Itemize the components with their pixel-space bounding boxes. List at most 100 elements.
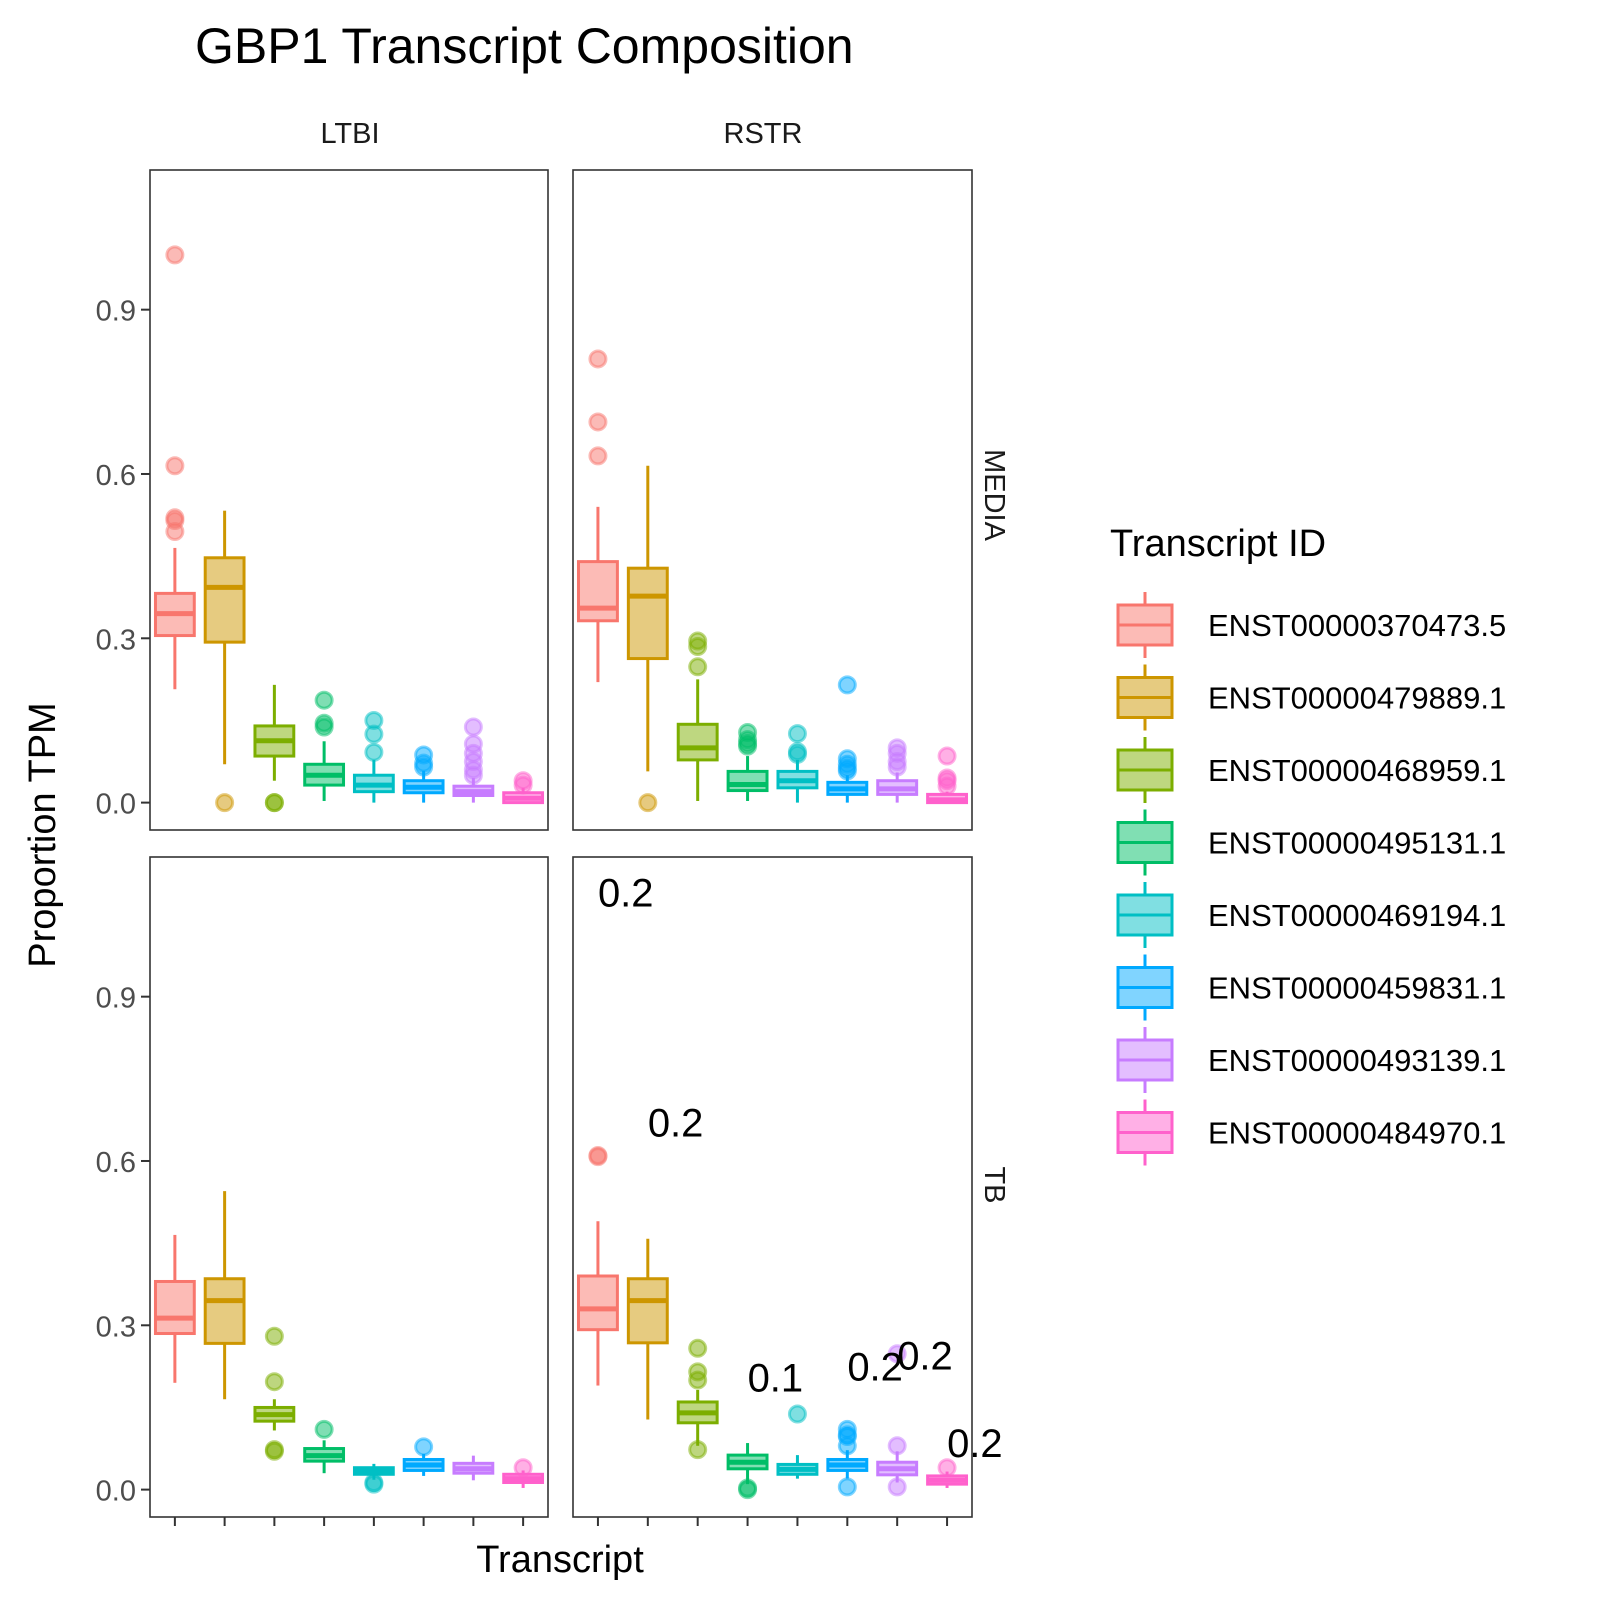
box-5 (776, 1404, 819, 1479)
box-body (203, 1277, 246, 1345)
outlier-point (215, 793, 235, 813)
outlier-point (264, 1441, 284, 1461)
box-3 (253, 1326, 296, 1461)
box-8 (502, 1458, 545, 1488)
legend-label: ENST00000370473.5 (1208, 608, 1506, 643)
y-tick-label: 0.3 (96, 624, 136, 656)
facet-label-rstr: RSTR (724, 118, 803, 150)
annotation-label: 0.2 (947, 1422, 1003, 1466)
outlier-point (688, 1370, 708, 1390)
box-3 (676, 1338, 719, 1460)
box-1 (153, 1234, 196, 1383)
panels-layer: 0.00.30.60.90.00.30.60.90.20.20.1 0.20.20… (96, 169, 1003, 1526)
outlier-point (688, 1338, 708, 1358)
legend-item: ENST00000469194.1 (1116, 882, 1506, 948)
box-5 (776, 724, 819, 803)
outlier-point (513, 775, 533, 795)
chart-title: GBP1 Transcript Composition (195, 18, 854, 74)
annotation-label: 0.1 (748, 1356, 804, 1400)
outlier-point (463, 717, 483, 737)
outlier-point (588, 412, 608, 432)
outlier-point (937, 1458, 957, 1478)
facet-label-tb: TB (978, 1166, 1010, 1203)
box-1 (576, 349, 619, 683)
legend-item: ENST00000493139.1 (1116, 1027, 1506, 1093)
outlier-point (314, 1419, 334, 1439)
outlier-point (738, 736, 758, 756)
outlier-point (264, 793, 284, 813)
outlier-point (165, 521, 185, 541)
panel-border (572, 856, 973, 1518)
panel-border (149, 169, 549, 831)
box-7 (876, 1344, 919, 1497)
annotation-label: 0.2 (847, 1345, 903, 1389)
box-6 (826, 675, 869, 803)
box-body (576, 560, 619, 623)
box-5 (352, 1463, 395, 1494)
box-6 (826, 1419, 869, 1497)
box-1 (576, 1146, 619, 1386)
legend-label: ENST00000469194.1 (1208, 898, 1506, 933)
y-tick-label: 0.9 (96, 983, 136, 1015)
outlier-point (837, 1477, 857, 1497)
legend: Transcript ID ENST00000370473.5ENST00000… (1110, 523, 1506, 1166)
outlier-point (314, 717, 334, 737)
box-body (203, 556, 246, 644)
y-tick-label: 0.3 (96, 1311, 136, 1343)
box-2 (626, 465, 669, 813)
outlier-point (887, 1344, 907, 1364)
facet-label-media: MEDIA (978, 449, 1010, 542)
box-body (726, 769, 769, 793)
legend-item: ENST00000468959.1 (1116, 737, 1506, 803)
panel-border (572, 169, 973, 831)
outlier-point (837, 675, 857, 695)
legend-item: ENST00000495131.1 (1116, 809, 1506, 876)
legend-label: ENST00000459831.1 (1208, 971, 1506, 1006)
panel-rstr-media (572, 169, 973, 831)
box-body (576, 1274, 619, 1332)
outlier-point (787, 744, 807, 764)
box-2 (203, 510, 246, 813)
legend-title: Transcript ID (1110, 523, 1326, 565)
box-6 (402, 745, 445, 803)
panel-rstr-tb: 0.20.20.1 0.20.20.2 (572, 856, 1003, 1526)
box-body (626, 1277, 669, 1345)
y-tick-label: 0.6 (96, 1147, 136, 1179)
outlier-point (638, 793, 658, 813)
box-6 (402, 1437, 445, 1476)
box-3 (676, 631, 719, 801)
box-7 (452, 717, 495, 803)
box-body (676, 722, 719, 762)
outlier-point (414, 1437, 434, 1457)
outlier-point (688, 637, 708, 657)
panel-ltbi-media: 0.0 0.3 0.6 0.9 (96, 169, 549, 831)
panel-border (149, 856, 549, 1518)
box-2 (203, 1191, 246, 1400)
box-4 (303, 1419, 346, 1474)
legend-label: ENST00000479889.1 (1208, 681, 1506, 716)
outlier-point (414, 757, 434, 777)
legend-entries: ENST00000370473.5 ENST00000479889.1 ENST00… (1116, 592, 1506, 1166)
annotation-label: 0.2 (598, 872, 654, 916)
outlier-point (887, 1477, 907, 1497)
outlier-point (364, 1474, 384, 1494)
box-2 (626, 1238, 669, 1420)
legend-item: ENST00000459831.1 (1116, 954, 1506, 1021)
box-body (626, 566, 669, 661)
outlier-point (937, 776, 957, 796)
outlier-point (688, 1440, 708, 1460)
outlier-point (887, 1436, 907, 1456)
legend-label: ENST00000468959.1 (1208, 753, 1506, 788)
outlier-point (787, 724, 807, 744)
box-3 (253, 684, 296, 813)
outlier-point (837, 761, 857, 781)
outlier-point (738, 1480, 758, 1500)
box-4 (303, 690, 346, 801)
annotation-label: 0.2 (897, 1334, 953, 1378)
y-tick-label: 0.9 (96, 296, 136, 328)
y-tick-label: 0.0 (96, 1476, 136, 1508)
y-tick-label: 0.6 (96, 460, 136, 492)
facet-label-ltbi: LTBI (320, 118, 379, 150)
box-8 (502, 771, 545, 805)
outlier-point (837, 1436, 857, 1456)
